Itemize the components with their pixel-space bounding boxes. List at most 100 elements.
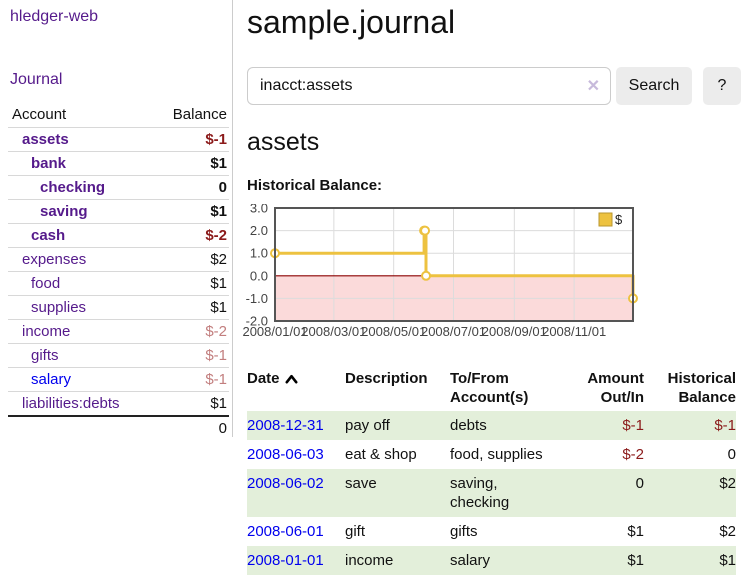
account-balance: $1 bbox=[151, 199, 229, 224]
transaction-row: 2008-06-02 save saving, checking 0 $2 bbox=[247, 469, 736, 517]
account-link-food[interactable]: food bbox=[31, 275, 61, 292]
account-balance: $-2 bbox=[151, 223, 229, 248]
chart-y-tick-label: 1.0 bbox=[250, 246, 268, 261]
account-name-cell: income bbox=[8, 319, 152, 344]
transactions-table-body: 2008-12-31 pay off debts $-1 $-1 2008-06-03 ea… bbox=[247, 411, 736, 575]
column-header-description: Description bbox=[345, 370, 428, 387]
chart-x-tick-label: 2008/09/01 bbox=[482, 324, 547, 339]
chart-y-tick-label: 3.0 bbox=[250, 204, 268, 216]
account-link-income[interactable]: income bbox=[22, 323, 71, 340]
transaction-row: 2008-06-01 gift gifts $1 $2 bbox=[247, 517, 736, 546]
transaction-accounts: debts bbox=[450, 417, 487, 434]
chart-x-tick-label: 2008/11/01 bbox=[542, 324, 606, 339]
account-balance-table: Account Balance assets $-1 bank $1 checking 0… bbox=[8, 103, 229, 440]
column-header-accounts: To/From Account(s) bbox=[450, 370, 529, 406]
account-balance: 0 bbox=[151, 175, 229, 200]
clear-search-icon[interactable]: ✕ bbox=[586, 78, 600, 95]
account-balance: $1 bbox=[151, 295, 229, 320]
transaction-date-link[interactable]: 2008-06-01 bbox=[247, 523, 324, 540]
account-link-bank[interactable]: bank bbox=[31, 155, 67, 172]
transaction-amount: $-2 bbox=[622, 446, 644, 463]
transaction-date-link[interactable]: 2008-01-01 bbox=[247, 552, 324, 569]
balance-chart[interactable]: 3.0 2.0 1.0 0.0 -1.0 -2.02008/01/012008/03/01… bbox=[243, 204, 639, 345]
transaction-accounts: saving, checking bbox=[450, 475, 510, 511]
chart-legend-swatch bbox=[598, 212, 613, 227]
transaction-accounts: food, supplies bbox=[450, 446, 543, 463]
account-name-cell: supplies bbox=[8, 295, 152, 320]
account-row: salary $-1 bbox=[8, 367, 229, 392]
account-total-spacer bbox=[8, 415, 152, 440]
chart-x-tick-label: 2008/07/01 bbox=[421, 324, 486, 339]
account-name-cell: cash bbox=[8, 223, 152, 248]
column-header-amount: Amount Out/In bbox=[587, 370, 644, 406]
chart-x-tick-label: 2008/05/01 bbox=[361, 324, 426, 339]
account-link-saving[interactable]: saving bbox=[40, 203, 88, 220]
account-row: assets $-1 bbox=[8, 127, 229, 152]
account-table-body: assets $-1 bank $1 checking 0 saving $1 cash $-2 e… bbox=[8, 127, 229, 417]
transaction-row: 2008-01-01 income salary $1 $1 bbox=[247, 546, 736, 575]
account-balance: $-1 bbox=[151, 343, 229, 368]
transaction-amount: $1 bbox=[627, 523, 644, 540]
transaction-accounts: gifts bbox=[450, 523, 478, 540]
transaction-date-link[interactable]: 2008-12-31 bbox=[247, 417, 324, 434]
account-link-expenses[interactable]: expenses bbox=[22, 251, 87, 268]
account-link-liabilities-debts[interactable]: liabilities:debts bbox=[22, 395, 120, 412]
account-name-cell: saving bbox=[8, 199, 152, 224]
chart-y-tick-label: 2.0 bbox=[250, 223, 268, 238]
sort-ascending-icon bbox=[285, 374, 298, 384]
app-brand-link[interactable]: hledger-web bbox=[10, 8, 99, 25]
transaction-description: eat & shop bbox=[345, 446, 417, 463]
account-row: bank $1 bbox=[8, 151, 229, 176]
account-link-cash[interactable]: cash bbox=[31, 227, 66, 244]
account-column-header: Account bbox=[8, 103, 152, 128]
transaction-date-link[interactable]: 2008-06-02 bbox=[247, 475, 324, 492]
transaction-date-cell: 2008-06-02 bbox=[247, 469, 345, 517]
chart-x-tick-label: 2008/01/01 bbox=[243, 324, 308, 339]
chart-y-tick-label: 0.0 bbox=[250, 268, 268, 283]
search-button[interactable]: Search bbox=[616, 67, 692, 105]
chart-point bbox=[421, 270, 432, 281]
account-name-cell: gifts bbox=[8, 343, 152, 368]
account-section-title: assets bbox=[247, 128, 320, 156]
account-row: expenses $2 bbox=[8, 247, 229, 272]
transaction-date-link[interactable]: 2008-06-03 bbox=[247, 446, 324, 463]
transactions-table: Date Description To/From Account(s) Amou… bbox=[247, 365, 736, 575]
account-link-supplies[interactable]: supplies bbox=[31, 299, 87, 316]
column-header-date[interactable]: Date bbox=[247, 365, 345, 411]
main-content: sample.journal ✕ Search ? assets Histori… bbox=[233, 0, 741, 582]
account-balance: $1 bbox=[151, 391, 229, 417]
search-bar: ✕ Search ? bbox=[247, 67, 741, 105]
help-button[interactable]: ? bbox=[703, 67, 741, 105]
account-balance: $-1 bbox=[151, 367, 229, 392]
account-row: checking 0 bbox=[8, 175, 229, 200]
account-row: cash $-2 bbox=[8, 223, 229, 248]
transaction-amount: $1 bbox=[627, 552, 644, 569]
account-name-cell: food bbox=[8, 271, 152, 296]
search-input[interactable] bbox=[247, 67, 611, 105]
account-name-cell: liabilities:debts bbox=[8, 391, 152, 417]
account-link-checking[interactable]: checking bbox=[40, 179, 106, 196]
transaction-date-cell: 2008-12-31 bbox=[247, 411, 345, 440]
sidebar: hledger-web Journal Account Balance asse… bbox=[0, 0, 233, 440]
account-total-row: 0 bbox=[8, 415, 229, 440]
transaction-accounts: salary bbox=[450, 552, 491, 569]
sidebar-item-journal[interactable]: Journal bbox=[10, 71, 63, 88]
transactions-header-row: Date Description To/From Account(s) Amou… bbox=[247, 365, 736, 411]
chart-legend-label: $ bbox=[615, 212, 623, 227]
account-balance: $-1 bbox=[151, 127, 229, 152]
transaction-balance: $2 bbox=[719, 475, 736, 492]
transaction-row: 2008-06-03 eat & shop food, supplies $-2 0 bbox=[247, 440, 736, 469]
transaction-row: 2008-12-31 pay off debts $-1 $-1 bbox=[247, 411, 736, 440]
account-link-gifts[interactable]: gifts bbox=[31, 347, 59, 364]
page-title: sample.journal bbox=[247, 4, 456, 40]
chart-y-tick-label: -1.0 bbox=[246, 291, 268, 306]
account-name-cell: assets bbox=[8, 127, 152, 152]
transaction-description: save bbox=[345, 475, 377, 492]
account-balance: $-2 bbox=[151, 319, 229, 344]
account-link-assets[interactable]: assets bbox=[22, 131, 69, 148]
chart-x-tick-label: 2008/03/01 bbox=[301, 324, 366, 339]
transaction-date-cell: 2008-06-01 bbox=[247, 517, 345, 546]
account-balance: $2 bbox=[151, 247, 229, 272]
account-link-salary[interactable]: salary bbox=[31, 371, 72, 388]
account-row: food $1 bbox=[8, 271, 229, 296]
